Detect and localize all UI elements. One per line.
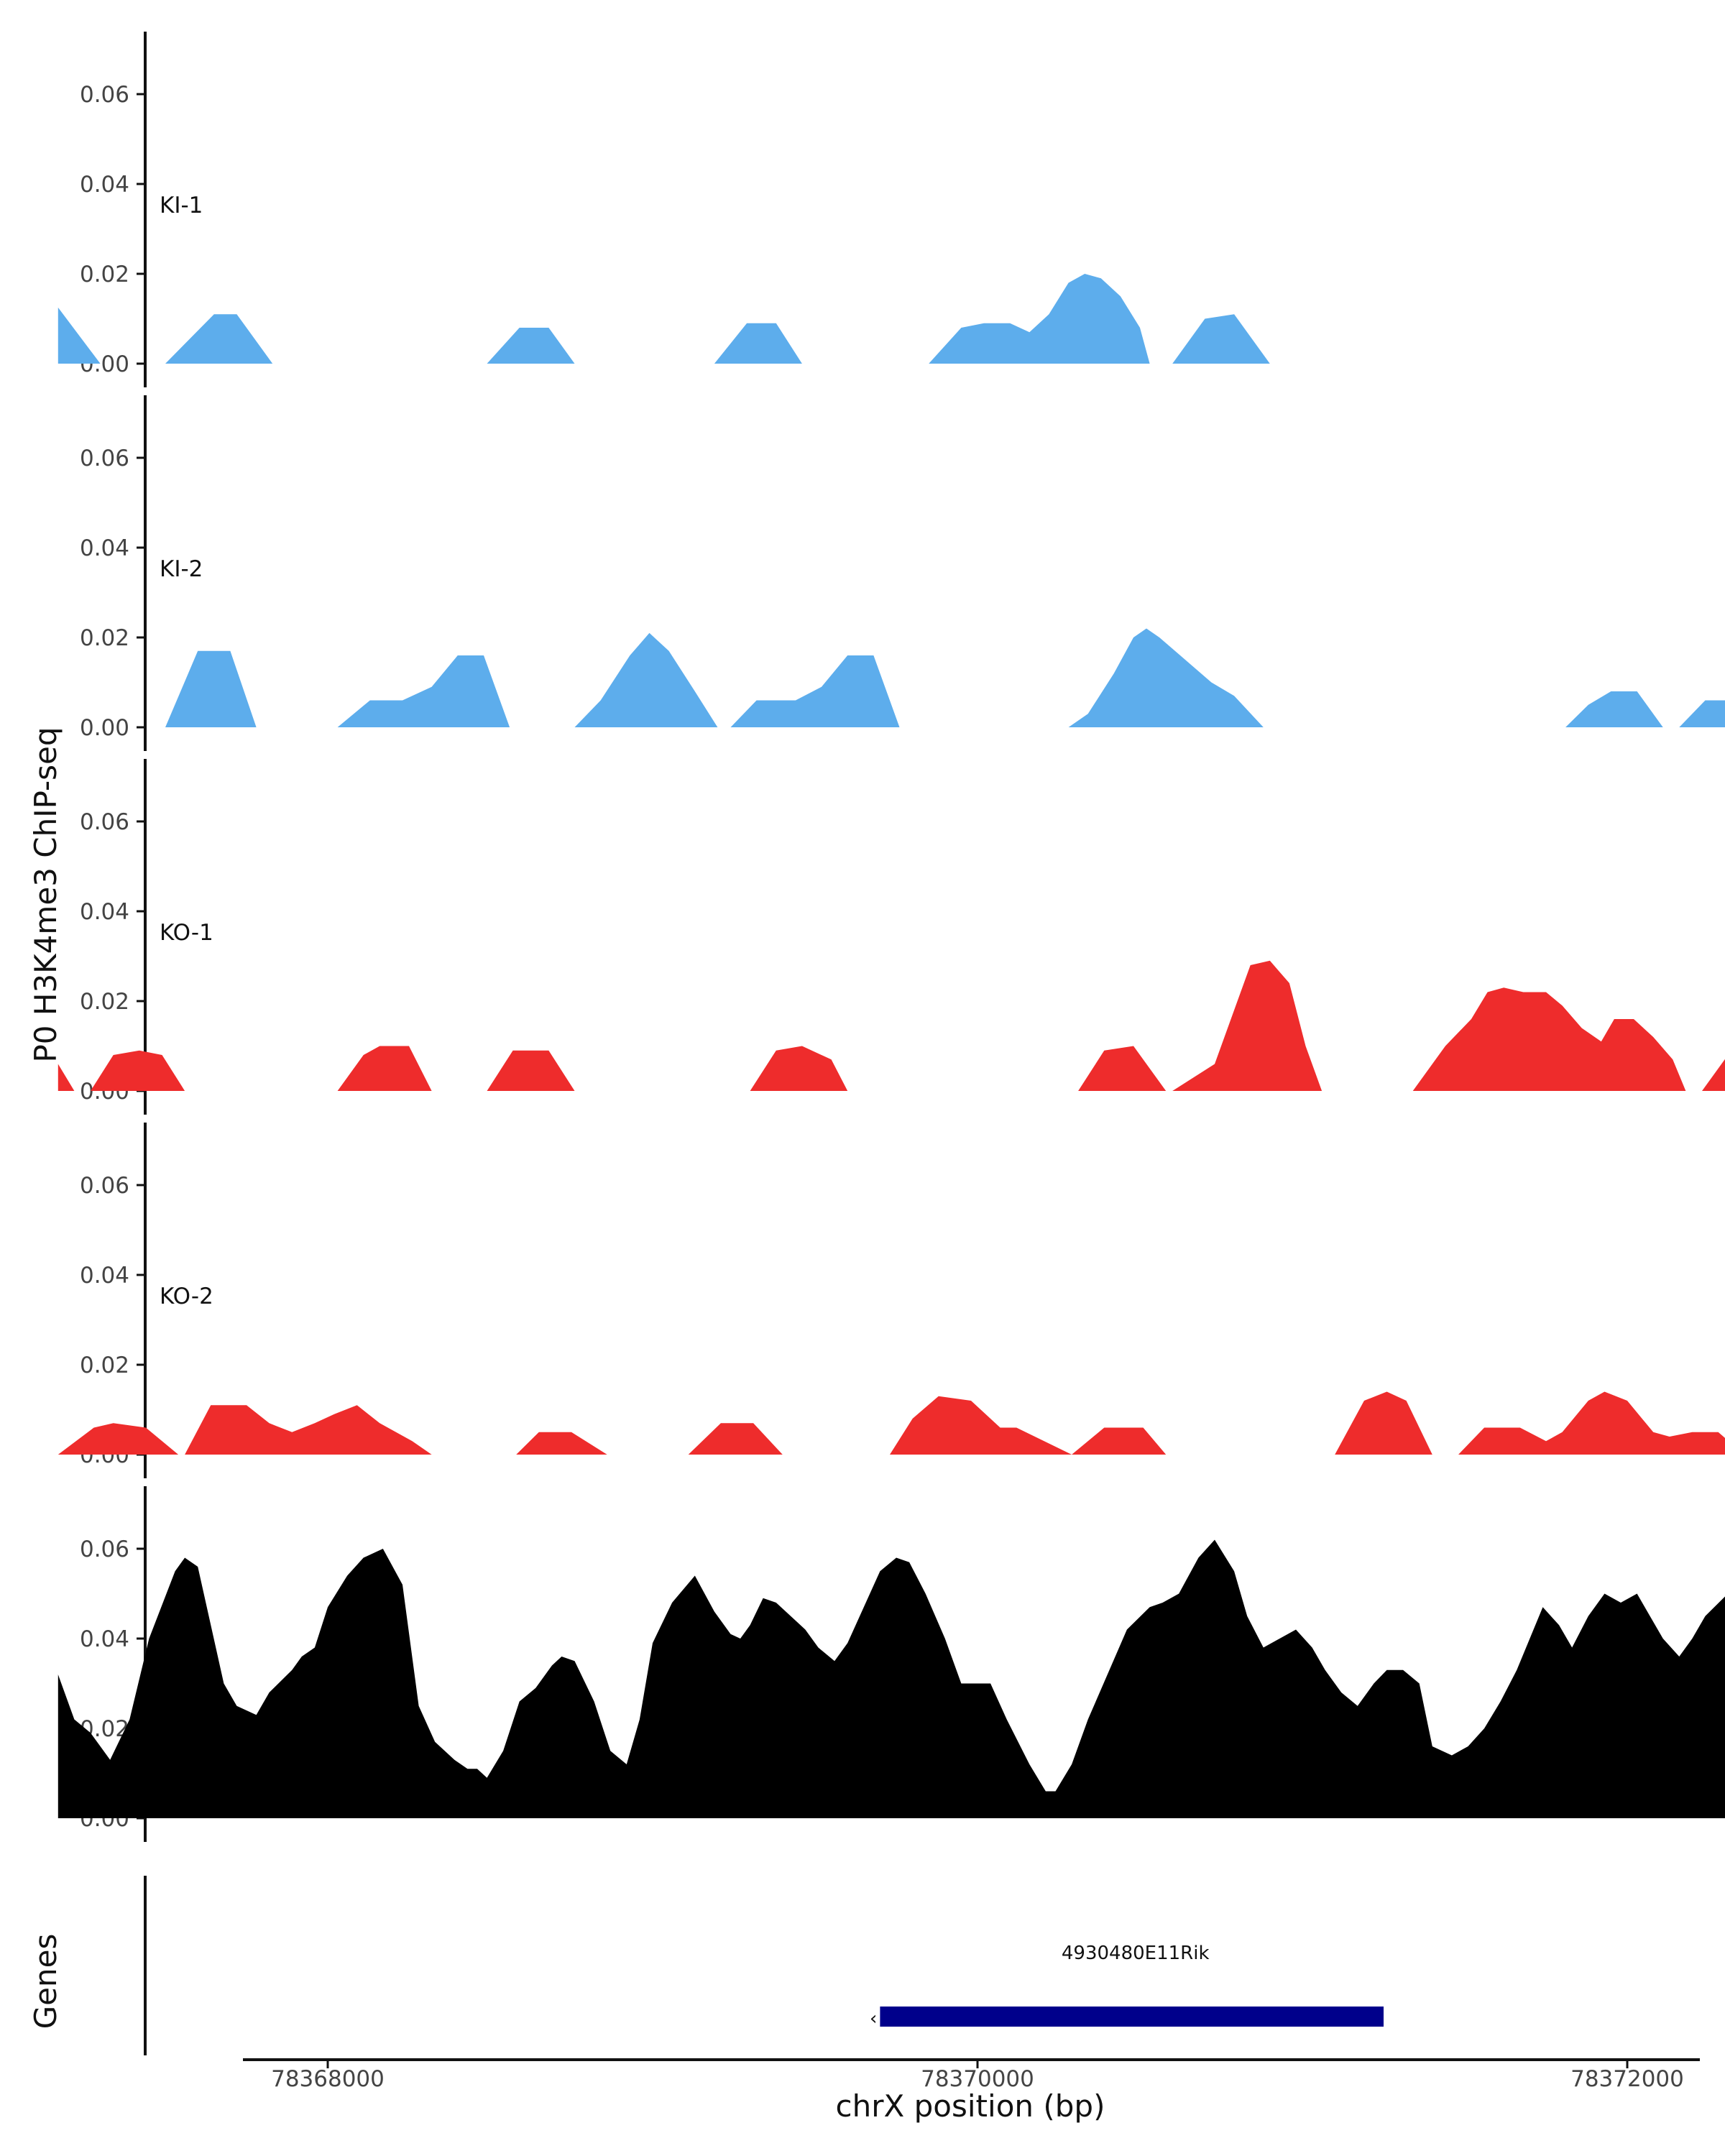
y-tick-label: 0.02 bbox=[80, 262, 129, 287]
y-tick-label: 0.04 bbox=[80, 1626, 129, 1652]
genes-panel: 4930480E11Rik ‹ bbox=[144, 1876, 1384, 2055]
x-tick-label: 78368000 bbox=[271, 2066, 385, 2092]
track-input: 0.000.020.040.06Input bbox=[58, 1486, 1725, 1842]
x-tick-label: 78370000 bbox=[921, 2066, 1034, 2092]
signal-area bbox=[58, 274, 1725, 364]
gene-body bbox=[880, 2007, 1384, 2027]
y-tick-label: 0.02 bbox=[80, 625, 129, 651]
x-tick-label: 78372000 bbox=[1570, 2066, 1684, 2092]
track-label: KO-1 bbox=[160, 920, 213, 946]
track-label: KI-1 bbox=[160, 193, 203, 218]
y-tick-label: 0.02 bbox=[80, 1353, 129, 1378]
signal-area bbox=[165, 628, 1725, 727]
y-tick-label: 0.06 bbox=[80, 446, 129, 471]
track-ki-2: 0.00 0.02 0.04 0.06 KI-2 bbox=[80, 395, 1725, 751]
y-tick-label: 0.04 bbox=[80, 535, 129, 561]
signal-area bbox=[58, 960, 1725, 1091]
x-axis-title: chrX position (bp) bbox=[836, 2088, 1105, 2124]
x-axis: 78368000 78370000 78372000 bbox=[243, 2058, 1700, 2092]
y-tick-label: 0.04 bbox=[80, 172, 129, 198]
y-axis-title: P0 H3K4me3 ChIP-seq bbox=[28, 727, 63, 1062]
signal-area bbox=[58, 1391, 1725, 1455]
y-tick-label: 0.06 bbox=[80, 809, 129, 835]
gene: 4930480E11Rik ‹ bbox=[870, 1943, 1384, 2030]
y-tick-label: 0.06 bbox=[80, 82, 129, 108]
strand-arrow-icon: ‹ bbox=[870, 2008, 877, 2030]
y-tick-label: 0.06 bbox=[80, 1537, 129, 1562]
chip-seq-tracks: 0.00 0.02 0.04 0.06 KI-1 0.00 0.02 0.04 0.06 KI-2… bbox=[58, 32, 1725, 1842]
y-tick-label: 0.00 bbox=[80, 715, 129, 741]
gene-label: 4930480E11Rik bbox=[1062, 1943, 1210, 1964]
y-tick-label: 0.06 bbox=[80, 1173, 129, 1199]
signal-area bbox=[58, 1539, 1725, 1818]
y-tick-label: 0.04 bbox=[80, 899, 129, 925]
genes-axis-title: Genes bbox=[28, 1934, 63, 2030]
y-tick-label: 0.04 bbox=[80, 1263, 129, 1289]
track-label: KI-2 bbox=[160, 556, 203, 582]
y-tick-label: 0.02 bbox=[80, 989, 129, 1015]
track-label: KO-2 bbox=[160, 1284, 213, 1309]
